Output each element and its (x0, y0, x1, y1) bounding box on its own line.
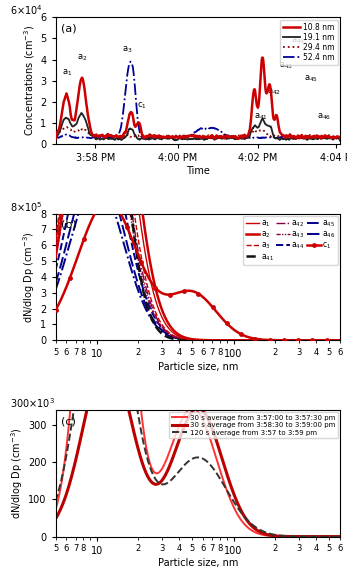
Text: 6×10$^4$: 6×10$^4$ (10, 3, 43, 17)
Legend: 10.8 nm, 19.1 nm, 29.4 nm, 52.4 nm: 10.8 nm, 19.1 nm, 29.4 nm, 52.4 nm (280, 20, 338, 65)
Text: a$_{44}$: a$_{44}$ (291, 36, 305, 46)
Text: c$_1$: c$_1$ (137, 100, 146, 111)
Text: a$_{45}$: a$_{45}$ (304, 74, 318, 84)
Text: 8×10$^5$: 8×10$^5$ (10, 200, 43, 213)
Text: a$_3$: a$_3$ (122, 44, 133, 55)
Text: a$_2$: a$_2$ (77, 52, 88, 63)
Y-axis label: dN/dlog Dp (cm$^{-3}$): dN/dlog Dp (cm$^{-3}$) (9, 428, 25, 519)
Text: a$_{41}$: a$_{41}$ (254, 111, 268, 122)
X-axis label: Particle size, nm: Particle size, nm (158, 559, 238, 568)
Text: a$_1$: a$_1$ (62, 68, 72, 78)
Y-axis label: Concentrations (cm$^{-3}$): Concentrations (cm$^{-3}$) (23, 25, 37, 136)
Legend: a$_1$, a$_2$, a$_3$, a$_{41}$, a$_{42}$, a$_{43}$, a$_{44}$, a$_{45}$, a$_{46}$,: a$_1$, a$_2$, a$_3$, a$_{41}$, a$_{42}$,… (243, 216, 338, 265)
Text: a$_{42}$: a$_{42}$ (266, 87, 281, 97)
Legend: 30 s average from 3:57:00 to 3:57:30 pm, 30 s average from 3:58:30 to 3:59:00 pm: 30 s average from 3:57:00 to 3:57:30 pm,… (169, 412, 338, 439)
Text: (b): (b) (61, 220, 77, 230)
Text: 300×10$^3$: 300×10$^3$ (10, 396, 55, 410)
X-axis label: Particle size, nm: Particle size, nm (158, 362, 238, 372)
Text: (a): (a) (61, 24, 77, 33)
Text: a$_{43}$: a$_{43}$ (279, 61, 293, 72)
Text: (c): (c) (61, 416, 76, 426)
Text: a$_{46}$: a$_{46}$ (317, 111, 331, 122)
X-axis label: Time: Time (186, 166, 210, 176)
Y-axis label: dN/dlog Dp (cm$^{-3}$): dN/dlog Dp (cm$^{-3}$) (22, 231, 37, 323)
